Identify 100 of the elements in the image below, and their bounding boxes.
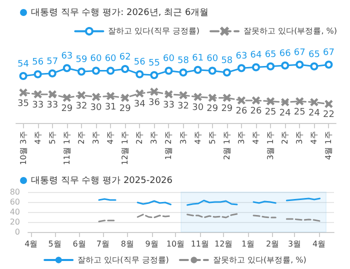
point xyxy=(252,63,260,72)
chart-title: 대통령 직무 수행 평가: 2026년, 최근 6개월 xyxy=(31,7,209,19)
x-tick-label: 10월 xyxy=(166,240,185,248)
legend-label: 잘하고 있다(직무 긍정률) xyxy=(78,256,169,264)
point xyxy=(208,94,216,102)
x-tick-label: 4주 xyxy=(193,131,202,144)
point xyxy=(222,68,231,76)
x-tick-label: 3주 xyxy=(295,131,304,144)
x-tick-label: 12월 1주 xyxy=(120,131,130,165)
data-label: 26 xyxy=(236,106,248,117)
x-tick-label: 6월 xyxy=(72,240,86,248)
point xyxy=(63,94,71,102)
data-label: 63 xyxy=(236,52,248,62)
data-label: 65 xyxy=(264,50,276,60)
point xyxy=(19,72,28,80)
legend-label: 잘하고 있다(직무 긍정률) xyxy=(108,26,200,36)
point xyxy=(20,88,28,96)
point xyxy=(310,62,318,70)
point xyxy=(34,70,42,78)
data-label: 22 xyxy=(323,110,334,120)
x-tick-label: 7월 xyxy=(96,240,110,248)
point xyxy=(194,66,202,74)
x-tick-label: 2주 xyxy=(76,131,86,144)
point xyxy=(324,60,333,69)
x-tick-label: 4주 xyxy=(106,131,116,144)
x-tick-label: 5월 xyxy=(48,240,62,248)
data-label: 60 xyxy=(206,54,218,64)
point xyxy=(208,66,216,75)
data-label: 58 xyxy=(221,56,233,66)
point xyxy=(180,91,188,99)
point xyxy=(296,98,304,106)
data-label: 33 xyxy=(46,100,58,111)
x-tick-label: 4월 xyxy=(24,240,38,248)
x-tick-label: 2월 1주 xyxy=(222,131,232,160)
point xyxy=(310,98,318,106)
y-tick-label: 80 xyxy=(10,188,20,196)
point xyxy=(78,91,86,99)
data-label: 25 xyxy=(264,108,276,118)
point xyxy=(48,90,56,98)
legend-label: 잘못하고 있다(부정률, %) xyxy=(244,26,338,36)
data-label: 34 xyxy=(134,100,146,110)
data-label: 35 xyxy=(18,98,29,109)
data-label: 63 xyxy=(61,52,73,62)
x-tick-label: 12월 xyxy=(214,240,233,248)
point xyxy=(281,98,289,106)
point xyxy=(223,94,231,102)
data-label: 24 xyxy=(308,108,320,118)
point xyxy=(136,90,144,98)
data-label: 29 xyxy=(119,104,132,114)
point xyxy=(281,62,290,70)
x-tick-label: 11월 1주 xyxy=(62,131,72,165)
x-tick-label: 3주 xyxy=(236,131,246,144)
x-tick-label: 2주 xyxy=(280,131,290,144)
data-label: 64 xyxy=(250,50,262,61)
point xyxy=(194,93,202,101)
y-tick-label: 40 xyxy=(10,208,20,216)
data-label: 61 xyxy=(192,53,204,64)
x-tick-label: 3주 xyxy=(150,131,159,144)
x-tick-label: 3주 xyxy=(178,131,188,144)
data-label: 67 xyxy=(294,48,306,58)
point xyxy=(164,90,172,98)
x-tick-label: 9월 xyxy=(145,240,158,248)
point xyxy=(106,92,114,100)
data-label: 59 xyxy=(76,55,88,66)
x-tick-label: 3주 xyxy=(92,131,100,144)
point xyxy=(296,60,304,69)
point xyxy=(92,93,100,101)
data-label: 54 xyxy=(18,59,30,70)
x-tick-label: 2주 xyxy=(135,131,144,144)
data-label: 31 xyxy=(104,102,116,112)
point xyxy=(179,68,188,76)
data-label: 66 xyxy=(279,48,292,59)
data-label: 60 xyxy=(163,54,175,64)
point xyxy=(136,70,144,78)
data-label: 24 xyxy=(279,108,292,118)
x-tick-label: 10월 3주 xyxy=(18,131,28,165)
point xyxy=(121,94,129,102)
x-tick-label: 3월 xyxy=(288,240,302,248)
data-label: 57 xyxy=(46,56,58,67)
point xyxy=(62,64,71,72)
point xyxy=(34,90,42,98)
x-tick-label: 4주 xyxy=(252,131,260,144)
data-label: 58 xyxy=(178,56,190,66)
y-tick-label: 0 xyxy=(14,228,20,236)
data-label: 29 xyxy=(61,104,73,114)
point xyxy=(324,100,332,108)
x-tick-label: 1월 xyxy=(241,240,255,248)
point xyxy=(48,69,56,78)
data-label: 56 xyxy=(134,58,146,68)
data-label: 33 xyxy=(32,100,44,111)
x-tick-label: 11월 xyxy=(190,240,210,248)
x-tick-label: 1월 2주 xyxy=(164,131,174,160)
point xyxy=(266,98,274,106)
data-label: 26 xyxy=(250,106,262,117)
x-tick-label: 5주 xyxy=(48,131,57,144)
x-tick-label: 4월 xyxy=(312,240,326,248)
data-label: 65 xyxy=(308,50,320,60)
point xyxy=(150,71,158,80)
y-tick-label: 20 xyxy=(10,218,20,226)
data-label: 25 xyxy=(294,108,306,118)
